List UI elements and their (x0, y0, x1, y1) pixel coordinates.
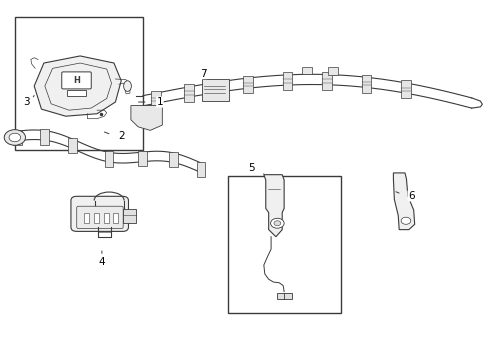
Bar (400, 81, 410, 98)
PathPatch shape (393, 173, 414, 230)
Circle shape (4, 130, 25, 145)
Bar (227, 176, 341, 313)
FancyBboxPatch shape (61, 72, 91, 89)
Text: 2: 2 (118, 131, 124, 141)
Circle shape (9, 133, 20, 142)
Bar (322, 72, 331, 90)
Bar (169, 152, 178, 167)
PathPatch shape (131, 105, 162, 130)
Bar (327, 67, 338, 75)
FancyBboxPatch shape (71, 196, 128, 231)
Text: H: H (73, 76, 80, 85)
Bar (361, 75, 370, 93)
Text: 5: 5 (248, 163, 255, 172)
Bar (138, 151, 146, 166)
Ellipse shape (123, 81, 131, 91)
Bar (282, 72, 292, 90)
PathPatch shape (34, 56, 121, 116)
Text: 7: 7 (200, 69, 206, 79)
FancyBboxPatch shape (77, 206, 123, 229)
Bar (104, 151, 113, 167)
Bar (301, 67, 311, 74)
Bar (15, 17, 142, 150)
Text: 1: 1 (156, 97, 163, 107)
Bar (68, 138, 77, 153)
Text: 6: 6 (407, 191, 414, 201)
Bar (122, 209, 136, 222)
Bar (84, 213, 89, 223)
Bar (94, 213, 99, 223)
Bar (113, 213, 118, 223)
Bar (103, 213, 108, 223)
Bar (202, 80, 228, 101)
Bar (184, 84, 193, 102)
Text: 4: 4 (99, 257, 105, 266)
Bar (210, 80, 220, 98)
PathPatch shape (264, 175, 284, 237)
Bar (67, 90, 86, 96)
Bar (41, 129, 49, 145)
Bar (196, 162, 205, 177)
Bar (277, 293, 291, 299)
Text: 3: 3 (22, 97, 29, 107)
Bar (13, 130, 21, 145)
Circle shape (273, 221, 280, 226)
Circle shape (400, 217, 410, 224)
Bar (243, 76, 252, 93)
Circle shape (270, 218, 284, 228)
Bar (151, 91, 161, 108)
